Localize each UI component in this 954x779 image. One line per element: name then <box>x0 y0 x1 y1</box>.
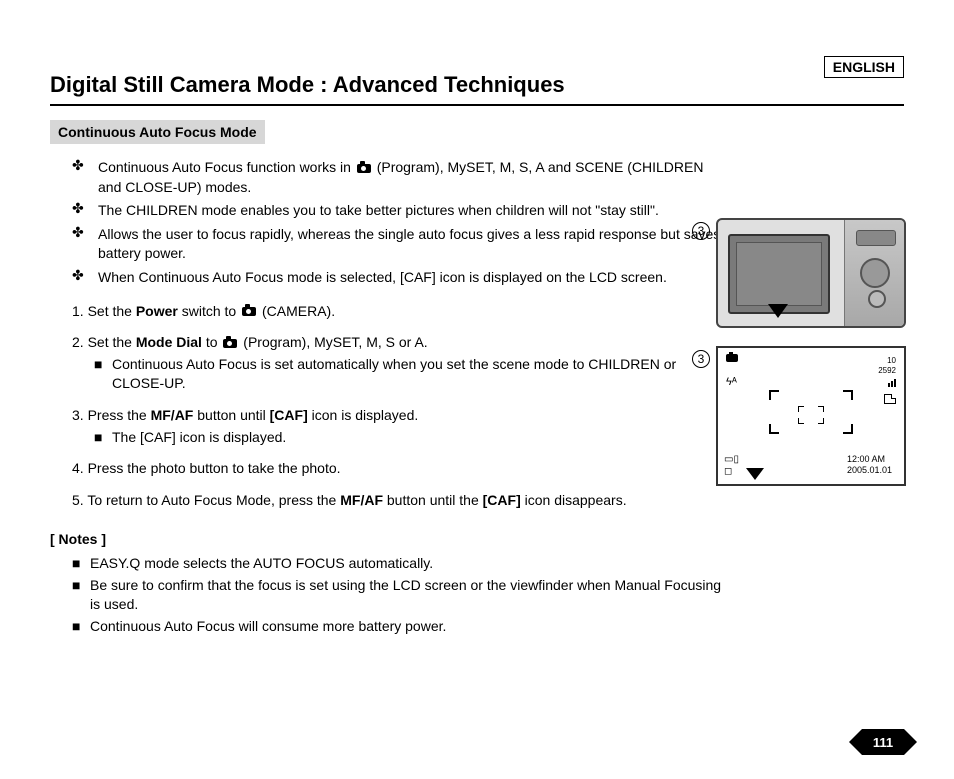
figure-lcd: 3 ϟᴬ 10 2592 ▭▯ ◻ <box>716 346 906 486</box>
down-arrow-icon <box>768 304 788 318</box>
note-item: ■Continuous Auto Focus will consume more… <box>50 617 730 637</box>
down-arrow-icon <box>746 468 764 480</box>
step-3: 3. Press the MF/AF button until [CAF] ic… <box>50 406 730 447</box>
note-text: EASY.Q mode selects the AUTO FOCUS autom… <box>90 554 730 574</box>
bullet-item: ✤Allows the user to focus rapidly, where… <box>50 225 730 264</box>
page-number: 111 <box>873 735 893 750</box>
step-text: 2. Set the Mode Dial to (Program), MySET… <box>72 334 428 350</box>
note-item: ■Be sure to confirm that the focus is se… <box>50 576 730 615</box>
sub-text: Continuous Auto Focus is set automatical… <box>112 355 730 394</box>
flower-marker: ✤ <box>72 268 98 282</box>
note-item: ■EASY.Q mode selects the AUTO FOCUS auto… <box>50 554 730 574</box>
camera-button <box>868 290 886 308</box>
focus-frame-inner <box>798 406 824 424</box>
step-text: 5. To return to Auto Focus Mode, press t… <box>72 492 627 508</box>
step-text: 3. Press the MF/AF button until [CAF] ic… <box>72 407 418 423</box>
bullet-list: ✤Continuous Auto Focus function works in… <box>50 158 730 288</box>
step-2-sub: ■ Continuous Auto Focus is set automatic… <box>72 355 730 394</box>
step-text: 1. Set the Power switch to (CAMERA). <box>72 303 335 319</box>
bullet-text: The CHILDREN mode enables you to take be… <box>98 201 730 221</box>
sub-text: The [CAF] icon is displayed. <box>112 428 286 448</box>
steps-list: 1. Set the Power switch to (CAMERA). 2. … <box>50 302 730 511</box>
square-marker: ■ <box>72 617 90 637</box>
flash-icon: ϟᴬ <box>726 376 737 388</box>
section-subhead: Continuous Auto Focus Mode <box>50 120 265 144</box>
square-marker: ■ <box>94 428 112 448</box>
step-2: 2. Set the Mode Dial to (Program), MySET… <box>50 333 730 394</box>
language-badge: ENGLISH <box>824 56 904 78</box>
camera-mode-icon <box>726 354 738 362</box>
square-marker: ■ <box>94 355 112 394</box>
notes-heading: [ Notes ] <box>50 530 730 550</box>
lcd-status: 10 2592 <box>878 356 896 387</box>
step-1: 1. Set the Power switch to (CAMERA). <box>50 302 730 322</box>
bullet-text: Allows the user to focus rapidly, wherea… <box>98 225 730 264</box>
step-5: 5. To return to Auto Focus Mode, press t… <box>50 491 730 511</box>
page-number-badge: 111 <box>862 729 904 755</box>
bullet-item: ✤The CHILDREN mode enables you to take b… <box>50 201 730 221</box>
lcd-time-value: 12:00 AM <box>847 454 892 465</box>
figure-number: 3 <box>692 222 710 240</box>
camera-screen <box>728 234 830 314</box>
camera-icon <box>242 307 256 316</box>
camera-grip <box>844 220 904 326</box>
figure-camera: 3 <box>716 218 906 328</box>
shot-count: 10 <box>878 356 896 366</box>
battery-icon: ▭▯ <box>724 454 739 465</box>
notes-list: ■EASY.Q mode selects the AUTO FOCUS auto… <box>50 554 730 636</box>
figure-area: 3 3 ϟᴬ 10 2592 <box>716 218 906 504</box>
note-text: Be sure to confirm that the focus is set… <box>90 576 730 615</box>
bullet-item: ✤When Continuous Auto Focus mode is sele… <box>50 268 730 288</box>
step-text: 4. Press the photo button to take the ph… <box>72 460 341 476</box>
memory-card-icon <box>884 394 896 404</box>
flower-marker: ✤ <box>72 225 98 239</box>
camera-icon <box>357 164 371 173</box>
lcd-datetime: 12:00 AM 2005.01.01 <box>847 454 892 476</box>
page-title: Digital Still Camera Mode : Advanced Tec… <box>50 72 904 106</box>
body-column: ✤Continuous Auto Focus function works in… <box>50 158 730 636</box>
quality-bars-icon <box>887 377 896 387</box>
camera-illustration <box>716 218 906 328</box>
lcd-screen: ϟᴬ 10 2592 ▭▯ ◻ 12 <box>716 346 906 486</box>
bullet-item: ✤Continuous Auto Focus function works in… <box>50 158 730 197</box>
flower-marker: ✤ <box>72 201 98 215</box>
resolution: 2592 <box>878 366 896 376</box>
lcd-bottom-icons: ▭▯ ◻ <box>724 454 739 478</box>
flower-marker: ✤ <box>72 158 98 172</box>
figure-number: 3 <box>692 350 710 368</box>
mode-icon: ◻ <box>724 466 739 477</box>
step-3-sub: ■ The [CAF] icon is displayed. <box>72 428 730 448</box>
lcd-date-value: 2005.01.01 <box>847 465 892 476</box>
step-4: 4. Press the photo button to take the ph… <box>50 459 730 479</box>
bullet-text: When Continuous Auto Focus mode is selec… <box>98 268 730 288</box>
bullet-text: Continuous Auto Focus function works in … <box>98 158 730 197</box>
camera-icon <box>223 339 237 348</box>
note-text: Continuous Auto Focus will consume more … <box>90 617 730 637</box>
square-marker: ■ <box>72 576 90 615</box>
square-marker: ■ <box>72 554 90 574</box>
